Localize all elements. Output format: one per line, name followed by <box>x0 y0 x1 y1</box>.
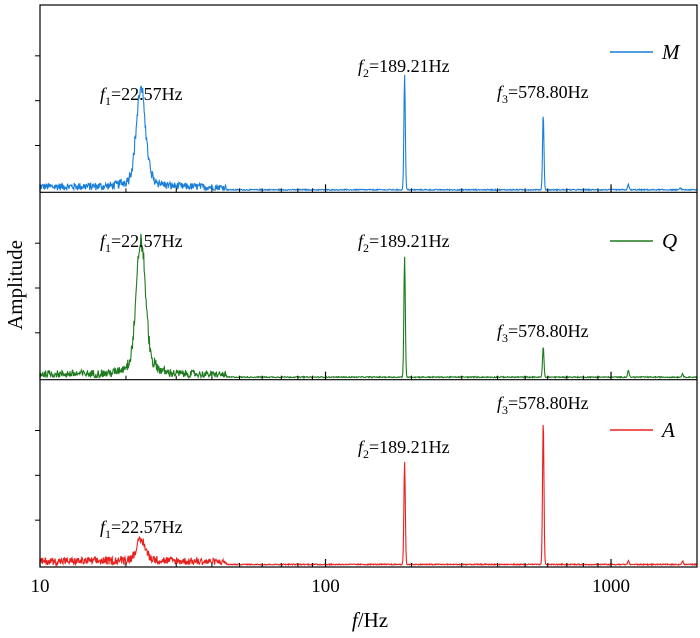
peak-label-A-3: f3=578.80Hz <box>497 393 589 417</box>
peak-label-M-3: f3=578.80Hz <box>497 82 589 106</box>
axes-layer: 10 100 1000 <box>31 4 698 597</box>
legend-label-A: A <box>660 418 675 442</box>
x-tick-label: 100 <box>311 576 340 597</box>
series-line-Q <box>39 233 698 380</box>
peak-label-M-1: f1=22.57Hz <box>100 84 183 108</box>
peak-label-Q-3: f3=578.80Hz <box>497 321 589 345</box>
panel-Q: f1=22.57Hz f2=189.21Hz f3=578.80Hz Q <box>39 229 698 380</box>
panel-M: f1=22.57Hz f2=189.21Hz f3=578.80Hz M <box>39 40 698 192</box>
x-axis-title: f/Hz <box>352 608 388 632</box>
panels-layer: f1=22.57Hz f2=189.21Hz f3=578.80Hz Mf1=22.5… <box>39 40 698 568</box>
x-axis-var: f <box>352 608 361 632</box>
y-axis-title: Amplitude <box>3 240 27 330</box>
x-tick-label: 1000 <box>592 576 630 597</box>
legend-label-M: M <box>661 40 681 64</box>
series-line-M <box>39 74 698 192</box>
peak-label-M-2: f2=189.21Hz <box>358 56 450 80</box>
x-axis-unit: /Hz <box>358 608 388 632</box>
peak-label-A-1: f1=22.57Hz <box>100 517 183 541</box>
plot-frame <box>39 4 698 568</box>
legend-label-Q: Q <box>662 229 677 253</box>
peak-label-Q-2: f2=189.21Hz <box>358 231 450 255</box>
panel-A: f1=22.57Hz f2=189.21Hz f3=578.80Hz A <box>39 393 698 568</box>
series-line-A <box>39 424 698 568</box>
x-tick-label: 10 <box>31 576 50 597</box>
peak-label-Q-1: f1=22.57Hz <box>100 231 183 255</box>
peak-label-A-2: f2=189.21Hz <box>358 437 450 461</box>
